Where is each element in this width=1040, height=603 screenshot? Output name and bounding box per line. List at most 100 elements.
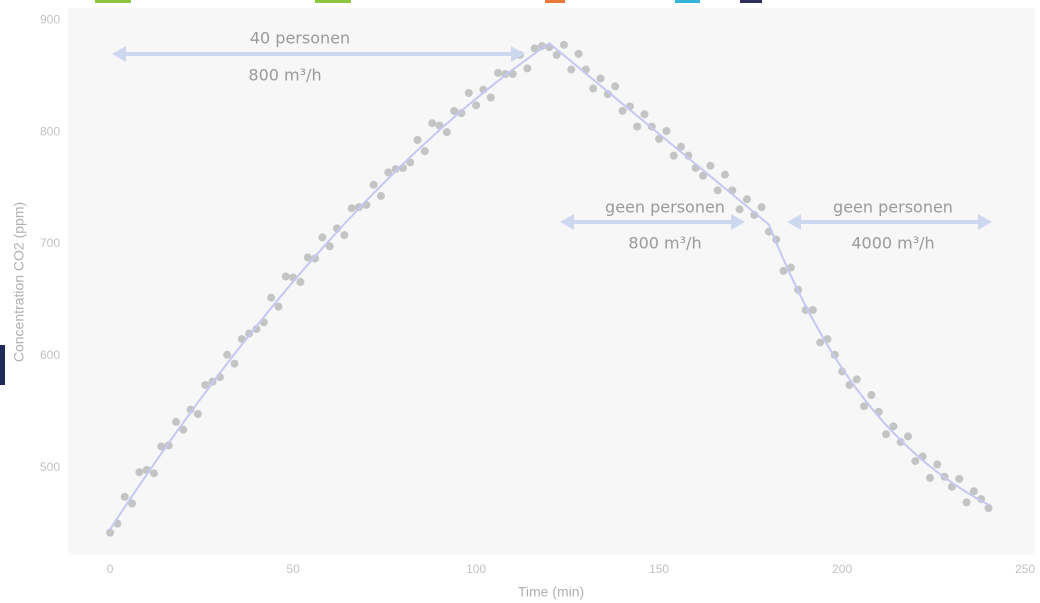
point (325, 242, 334, 251)
point (559, 40, 568, 49)
point (472, 101, 481, 110)
point (384, 168, 393, 177)
arrow-head (112, 46, 126, 62)
point (889, 422, 898, 431)
arrow-head (787, 214, 801, 230)
point (281, 272, 290, 281)
legend-fragment (675, 0, 700, 3)
y-tick-label: 600 (40, 348, 60, 362)
x-tick-label: 100 (466, 562, 486, 576)
y-tick-label: 900 (40, 12, 60, 26)
y-tick-label: 700 (40, 236, 60, 250)
x-tick-label: 250 (1015, 562, 1035, 576)
point (720, 170, 729, 179)
point (867, 391, 876, 400)
point (179, 425, 188, 434)
arrow-head (511, 46, 525, 62)
legend-fragment (315, 0, 351, 3)
legend-fragment (740, 0, 762, 3)
point (984, 504, 993, 513)
point (230, 359, 239, 368)
y-axis-title: Concentration CO2 (ppm) (11, 202, 27, 362)
point (640, 110, 649, 119)
point (171, 417, 180, 426)
point (816, 338, 825, 347)
point (391, 165, 400, 174)
point (955, 474, 964, 483)
annotation-arrows (112, 46, 992, 230)
point (896, 438, 905, 447)
arrow-head (731, 214, 745, 230)
point (120, 492, 129, 501)
point (523, 64, 532, 73)
point (618, 106, 627, 115)
point (318, 233, 327, 242)
point (340, 231, 349, 240)
point (735, 205, 744, 214)
point (677, 142, 686, 151)
point (882, 430, 891, 439)
x-tick-label: 200 (832, 562, 852, 576)
point (713, 186, 722, 195)
point (311, 254, 320, 263)
point (706, 161, 715, 170)
point (589, 84, 598, 93)
point (413, 135, 422, 144)
legend-fragment (95, 0, 131, 3)
point (742, 195, 751, 204)
point (969, 487, 978, 496)
legend-fragment (545, 0, 565, 3)
point (150, 469, 159, 478)
arrow-head (560, 214, 574, 230)
point (420, 147, 429, 156)
point (128, 499, 137, 508)
point (574, 49, 583, 58)
annotation: geen personen (605, 198, 725, 217)
fit-line (109, 42, 989, 530)
marks (106, 40, 993, 537)
point (911, 457, 920, 466)
point (347, 204, 356, 213)
point (552, 50, 561, 59)
point (662, 127, 671, 136)
point (486, 93, 495, 102)
point (464, 89, 473, 98)
point (567, 65, 576, 74)
point (157, 442, 166, 451)
point (303, 253, 312, 262)
point (925, 473, 934, 482)
x-tick-label: 150 (649, 562, 669, 576)
point (274, 302, 283, 311)
point (193, 410, 202, 419)
plot-area (68, 8, 1035, 555)
point (296, 278, 305, 287)
x-axis-title: Time (min) (518, 584, 584, 600)
point (903, 432, 912, 441)
y-tick-label: 500 (40, 460, 60, 474)
annotation: geen personen (833, 198, 953, 217)
point (376, 191, 385, 200)
point (428, 119, 437, 128)
point (267, 293, 276, 302)
edge-fragment (0, 345, 5, 385)
point (201, 380, 210, 389)
annotation: 800 m³/h (248, 66, 321, 85)
annotation: 800 m³/h (628, 234, 701, 253)
point (860, 402, 869, 411)
y-tick-label: 800 (40, 124, 60, 138)
x-tick-label: 0 (107, 562, 114, 576)
point (962, 498, 971, 507)
point (808, 306, 817, 315)
point (442, 128, 451, 137)
arrow-head (978, 214, 992, 230)
x-tick-label: 50 (286, 562, 300, 576)
point (933, 460, 942, 469)
point (135, 468, 144, 477)
point (450, 106, 459, 115)
point (757, 203, 766, 212)
point (457, 109, 466, 118)
point (186, 405, 195, 414)
annotation: 4000 m³/h (851, 234, 934, 253)
